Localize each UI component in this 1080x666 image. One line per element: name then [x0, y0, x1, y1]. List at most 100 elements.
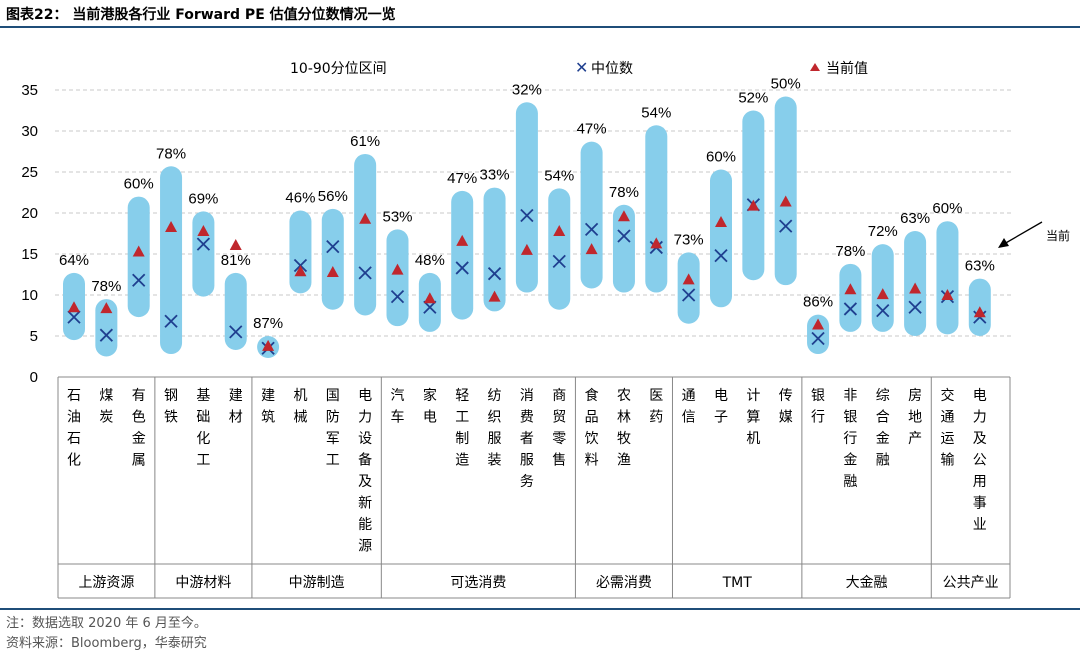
category-label-char: 服	[520, 453, 534, 469]
category-label-char: 渔	[617, 453, 631, 469]
range-bar	[839, 263, 862, 332]
range-bar	[871, 244, 894, 332]
category-label-char: 装	[488, 453, 502, 469]
title-rule	[0, 26, 1080, 28]
current-marker	[488, 290, 501, 302]
median-stroke	[326, 239, 340, 254]
percentile-label: 60%	[706, 149, 736, 166]
category-label-char: 筑	[261, 410, 275, 426]
range-bar	[936, 221, 959, 335]
current-marker	[553, 225, 566, 237]
median-marker	[229, 325, 243, 339]
current-marker	[359, 212, 372, 224]
category-label-char: 售	[552, 453, 566, 469]
range-bar	[224, 272, 247, 350]
category-label-char: 工	[196, 453, 210, 469]
median-stroke	[455, 261, 469, 275]
percentile-label: 63%	[900, 210, 930, 227]
category-label-char: 媒	[779, 410, 793, 426]
median-stroke	[682, 288, 696, 302]
percentile-label: 48%	[415, 252, 445, 269]
category-label-char: 基	[196, 387, 210, 404]
current-marker	[326, 266, 339, 278]
category-label-char: 及	[358, 474, 372, 490]
median-stroke	[843, 302, 858, 316]
current-marker	[132, 245, 145, 257]
y-tick-label: 35	[21, 82, 38, 99]
percentile-label: 78%	[156, 145, 186, 162]
category-label-char: 电	[714, 388, 728, 404]
legend-current-label: 当前值	[826, 60, 868, 77]
range-bar	[515, 102, 538, 293]
group-label: 可选消费	[450, 575, 506, 591]
category-label-char: 非	[843, 388, 857, 404]
range-bar	[742, 110, 765, 281]
category-label-char: 色	[132, 409, 146, 426]
percentile-label: 47%	[577, 121, 607, 138]
group-label: TMT	[722, 575, 753, 591]
category-label-char: 品	[585, 410, 599, 426]
percentile-label: 52%	[738, 90, 768, 107]
median-marker	[390, 290, 405, 304]
category-label-char: 公	[973, 453, 987, 469]
median-marker	[682, 288, 696, 302]
range-bar	[289, 210, 312, 294]
category-label-char: 计	[746, 388, 760, 404]
annotation: 当前	[998, 221, 1070, 248]
median-stroke	[196, 237, 211, 251]
current-marker	[100, 302, 113, 314]
range-bar	[677, 252, 700, 324]
percentile-label: 56%	[318, 188, 348, 205]
y-tick-label: 0	[30, 369, 38, 386]
median-stroke	[487, 267, 502, 281]
category-label-char: 机	[293, 388, 307, 404]
category-label-char: 础	[196, 410, 210, 426]
group-label: 上游资源	[78, 575, 134, 591]
footer-rule	[0, 608, 1080, 610]
category-label-char: 煤	[99, 388, 113, 404]
current-marker	[229, 238, 242, 250]
range-bar	[354, 153, 377, 316]
median-marker	[132, 273, 146, 287]
category-label-char: 传	[779, 388, 793, 404]
percentile-label: 47%	[447, 170, 477, 187]
category-label-char: 算	[746, 410, 760, 426]
percentile-labels: 64%78%60%78%69%81%87%46% 56%61%53%48%47% 3…	[59, 76, 995, 332]
percentile-label: 81%	[221, 252, 251, 269]
percentile-label: 60%	[932, 200, 962, 217]
percentile-label: 78%	[609, 184, 639, 201]
median-stroke	[811, 331, 825, 346]
category-label-char: 者	[520, 431, 534, 447]
source-note: 资料来源：Bloomberg，华泰研究	[6, 636, 207, 651]
range-bar	[580, 141, 603, 289]
category-label-char: 通	[682, 388, 696, 404]
category-label-char: 综	[876, 388, 890, 404]
category-label-char: 输	[940, 453, 954, 469]
category-label-char: 消	[520, 388, 534, 404]
legend-range-label: 10-90分位区间	[290, 61, 387, 77]
category-label-char: 费	[520, 410, 534, 426]
category-label-char: 防	[326, 410, 340, 426]
category-label-char: 化	[196, 431, 210, 447]
median-marker	[779, 219, 793, 233]
category-label-char: 子	[714, 410, 728, 426]
current-marker	[68, 301, 80, 313]
category-label-char: 能	[358, 517, 372, 533]
category-label-char: 食	[585, 387, 599, 404]
median-stroke	[876, 303, 890, 318]
median-stroke	[779, 219, 793, 233]
category-label-char: 行	[843, 431, 857, 447]
percentile-label: 32%	[512, 81, 542, 98]
y-tick-label: 10	[21, 287, 38, 304]
category-label-char: 合	[876, 410, 890, 426]
category-label-char: 钢	[164, 388, 178, 404]
current-marker	[973, 306, 986, 318]
group-label: 中游材料	[175, 575, 231, 591]
percentile-label: 61%	[350, 133, 380, 150]
y-tick-label: 20	[21, 205, 38, 222]
category-label-char: 商	[552, 388, 566, 404]
category-label-char: 事	[973, 496, 987, 512]
range-bar	[127, 196, 150, 318]
range-bars	[63, 96, 991, 358]
percentile-label: 87%	[253, 315, 283, 332]
